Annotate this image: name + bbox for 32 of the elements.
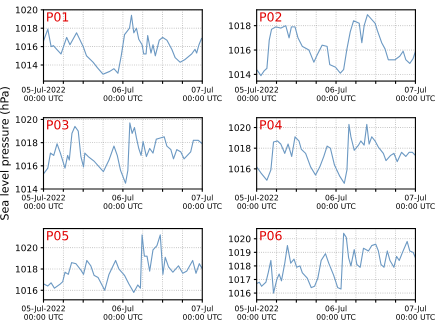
y-tick-label: 1018 [16, 139, 38, 146]
y-tick-label: 1020 [229, 124, 250, 132]
y-tick-label: 1018 [16, 24, 38, 32]
y-tick-label: 1014 [16, 62, 38, 69]
chart-title: P05 [47, 230, 68, 240]
line-series [44, 122, 202, 184]
y-tick-label: 1016 [229, 46, 251, 54]
chart-title: P01 [47, 12, 68, 22]
chart-title: P06 [260, 230, 282, 240]
y-tick-label: 1020 [229, 235, 250, 242]
y-tick-label: 1020 [16, 244, 38, 252]
y-tick-label: 1020 [16, 6, 38, 14]
chart-title: P02 [260, 12, 282, 22]
y-tick-label: 1016 [229, 290, 251, 297]
line-series [256, 14, 416, 76]
y-tick-label: 1016 [16, 43, 38, 50]
y-tick-label: 1014 [16, 186, 38, 193]
chart-title: P04 [260, 120, 282, 130]
y-tick-label: 1020 [16, 116, 38, 124]
y-tick-label: 1017 [229, 276, 250, 284]
line-series [256, 232, 416, 294]
y-tick-label: 1016 [16, 162, 38, 170]
y-tick-label: 1018 [229, 22, 250, 30]
y-tick-label: 1019 [229, 249, 250, 256]
y-tick-label: 1018 [16, 266, 38, 273]
chart-title: P03 [47, 120, 68, 130]
y-tick-label: 1018 [229, 262, 250, 270]
y-tick-label: 1016 [229, 166, 251, 172]
y-axis-title: Sea level pressure (hPa) [0, 87, 11, 220]
y-tick-label: 1016 [16, 287, 38, 294]
y-tick-label: 1014 [229, 71, 251, 78]
y-tick-label: 1018 [229, 144, 250, 152]
